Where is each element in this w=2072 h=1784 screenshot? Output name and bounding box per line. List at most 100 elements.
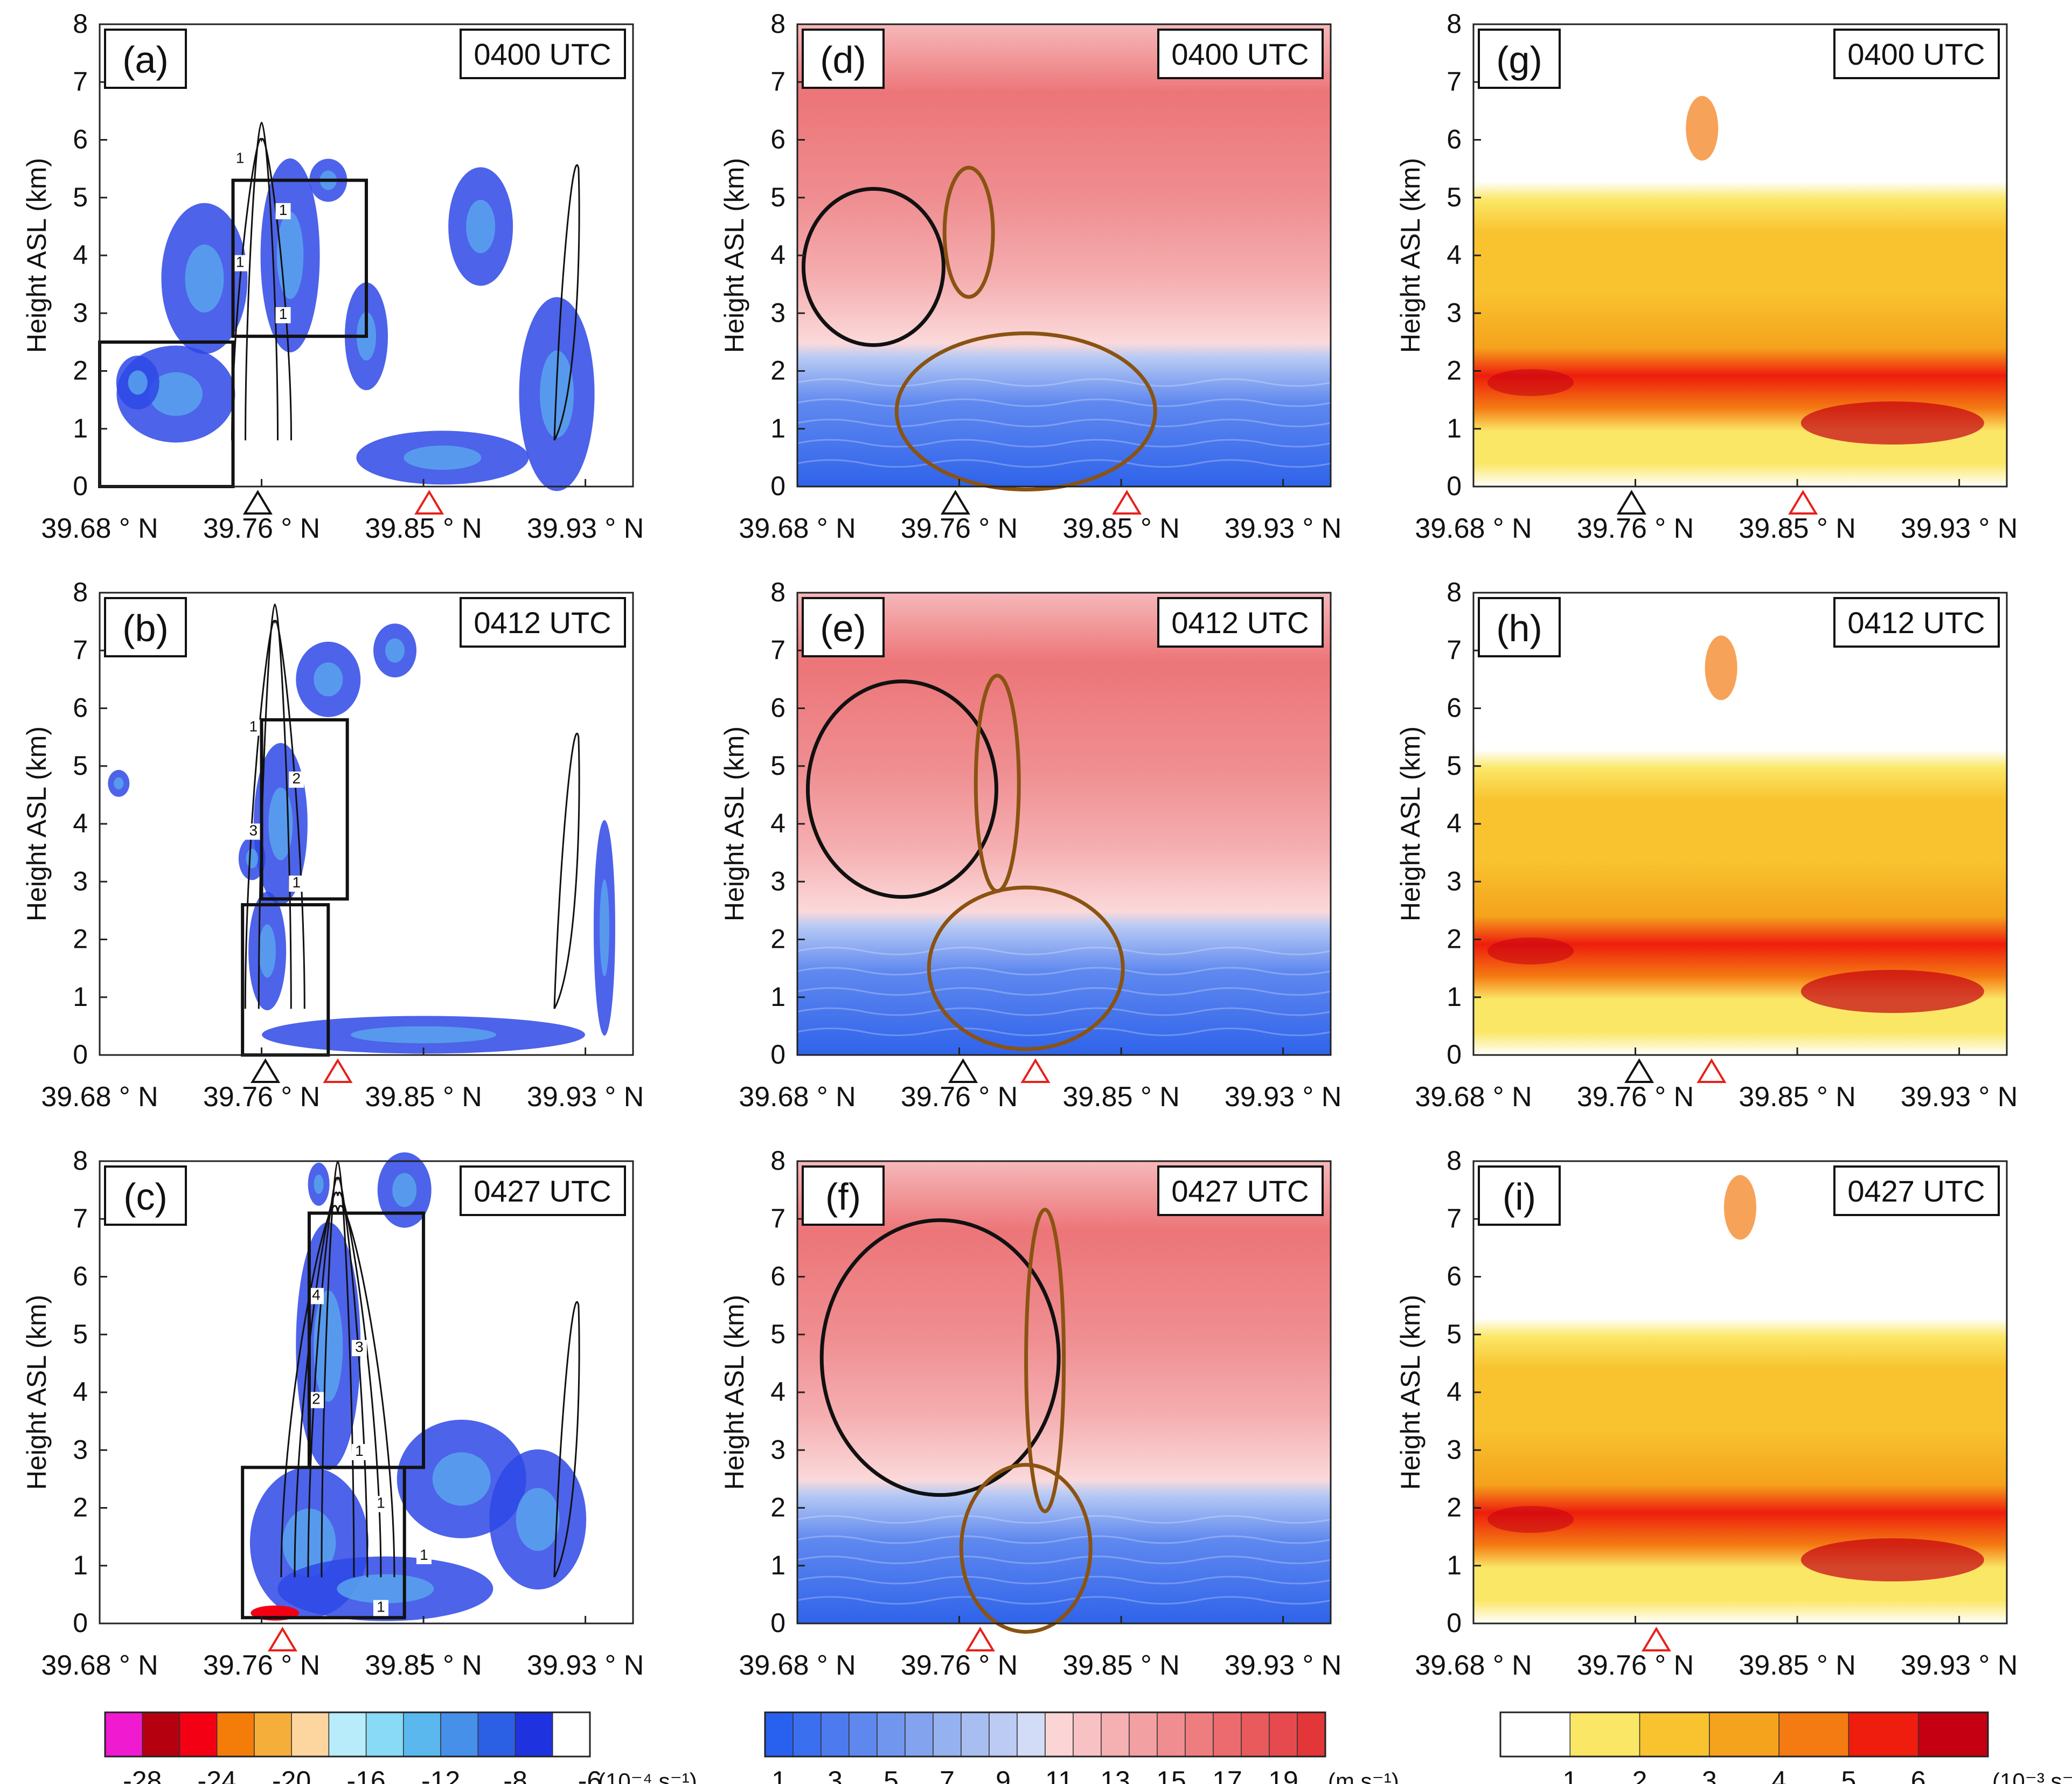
colorbar-unit: (10⁻⁴ s⁻¹)	[598, 1768, 697, 1784]
panel-f: 0 1 2 3 4 5 6 7 8 Height ASL (km) 39.68 ° N 39.76 °…	[719, 1146, 1341, 1681]
colorbar-swatch	[105, 1712, 143, 1757]
colorbar-swatch	[1500, 1712, 1571, 1757]
y-tick-label: 6	[73, 1261, 88, 1292]
panel-label-box	[1478, 29, 1561, 89]
colorbar-unit: (m s⁻¹)	[1328, 1768, 1399, 1784]
colorbar-frame	[1499, 1711, 1989, 1758]
y-axis-label: Height ASL (km)	[1395, 1295, 1426, 1490]
y-tick-label: 5	[1447, 1319, 1462, 1349]
contour-label-bg	[232, 151, 248, 168]
vorticity-core	[385, 638, 405, 663]
panel-c: 4 3 2 1 1 1 1 1 0 1 2 3 4 5 6 7 8 Height ASL (km) 39.68 ° …	[22, 1146, 644, 1681]
y-tick-label: 8	[1447, 577, 1462, 607]
location-marker-red	[267, 1627, 297, 1651]
analysis-box	[260, 718, 349, 901]
y-tick-label: 6	[770, 124, 785, 155]
contour-label: 1	[236, 253, 245, 270]
colorbar-swatch	[365, 1712, 404, 1757]
shear-max	[1487, 1505, 1574, 1533]
colorbar-swatch	[1073, 1712, 1102, 1757]
x-tick-label: 39.68 ° N	[41, 1081, 158, 1113]
contour-label: 1	[355, 1442, 364, 1459]
panel-label-box	[802, 29, 885, 89]
y-tick-label: 4	[1447, 240, 1462, 270]
contour-label: 2	[292, 770, 301, 787]
panel-e: 0 1 2 3 4 5 6 7 8 Height ASL (km) 39.68 ° N 39.76 °…	[719, 577, 1341, 1113]
colorbar-tick-label: 19	[1268, 1766, 1298, 1784]
panel-label: (g)	[1496, 39, 1542, 81]
colorbar-swatch	[291, 1712, 330, 1757]
panel-i: 0 1 2 3 4 5 6 7 8 Height ASL (km) 39.68 ° N 39.76 °…	[1395, 1146, 2018, 1681]
colorbar-swatch	[821, 1712, 850, 1757]
colorbar-tick-label: 13	[1100, 1766, 1130, 1784]
x-tick-label: 39.93 ° N	[1901, 1081, 2018, 1113]
y-tick-label: 0	[770, 1608, 785, 1638]
colorbar-tick-label: 17	[1212, 1766, 1242, 1784]
panel-a: 1 1 1 1 0 1 2 3 4 5 6 7 8 Height ASL (km) 39.68 ° N 39.…	[22, 9, 644, 544]
time-label: 0400 UTC	[1171, 37, 1309, 71]
colorbar-tick-label: -8	[503, 1766, 527, 1784]
colorbar-swatch	[1297, 1712, 1326, 1757]
y-tick-label: 3	[1447, 297, 1462, 328]
y-tick-label: 6	[1447, 1261, 1462, 1292]
y-tick-label: 3	[1447, 1434, 1462, 1464]
contour-label-bg	[275, 203, 291, 219]
y-tick-label: 6	[73, 124, 88, 155]
y-tick-label: 4	[73, 240, 88, 270]
x-tick-label: 39.93 ° N	[527, 1650, 644, 1681]
wind-isotach	[797, 459, 1331, 468]
y-tick-label: 0	[73, 471, 88, 501]
x-tick-label: 39.68 ° N	[1415, 1081, 1532, 1113]
y-tick-label: 2	[770, 356, 785, 386]
plot-area	[797, 593, 1331, 1055]
y-tick-label: 1	[1447, 982, 1462, 1012]
y-tick-label: 8	[770, 1146, 785, 1176]
y-tick-label: 1	[73, 982, 88, 1012]
colorbar-swatch	[1101, 1712, 1130, 1757]
colorbar-tick-label: 1	[1562, 1766, 1577, 1784]
y-tick-label: 1	[1447, 1550, 1462, 1580]
vorticity-core	[404, 445, 482, 470]
y-tick-label: 8	[73, 1146, 88, 1176]
wind-isotach	[797, 1575, 1331, 1585]
y-tick-label: 6	[73, 693, 88, 723]
colorbar-tick-label: 4	[1771, 1766, 1786, 1784]
colorbar-swatch	[477, 1712, 516, 1757]
colorbar-swatch	[1129, 1712, 1158, 1757]
shear-aloft	[1724, 1175, 1756, 1240]
colorbar-swatch	[552, 1712, 590, 1757]
contour-label: 1	[279, 202, 288, 218]
y-tick-label: 4	[770, 808, 785, 838]
x-tick-label: 39.68 ° N	[739, 513, 856, 544]
panel-label-box	[802, 597, 885, 657]
vorticity-core	[314, 1174, 324, 1194]
y-tick-label: 3	[770, 297, 785, 328]
panel-label: (b)	[122, 607, 169, 649]
colorbar-tick-label: 15	[1156, 1766, 1186, 1784]
x-tick-label: 39.93 ° N	[1901, 513, 2018, 544]
panel-d: 0 1 2 3 4 5 6 7 8 Height ASL (km) 39.68 ° N 39.76 °…	[719, 9, 1341, 544]
y-tick-label: 8	[73, 577, 88, 607]
wind-isotach	[797, 439, 1331, 448]
x-tick-label: 39.93 ° N	[1225, 513, 1341, 544]
x-tick-label: 39.93 ° N	[1225, 1081, 1341, 1113]
y-tick-label: 4	[1447, 808, 1462, 838]
panel-label: (h)	[1496, 607, 1542, 649]
colorbar-tick-label: 3	[828, 1766, 843, 1784]
location-marker-red	[1020, 1058, 1051, 1083]
x-tick-label: 39.68 ° N	[41, 1650, 158, 1681]
y-tick-label: 4	[73, 1377, 88, 1407]
colorbar-swatch	[933, 1712, 962, 1757]
colorbar-tick-label: 2	[1632, 1766, 1647, 1784]
vorticity-core	[516, 1488, 560, 1551]
analysis-box	[241, 1466, 406, 1620]
highlight-ellipse	[894, 331, 1157, 492]
contour-label-bg	[373, 1496, 388, 1512]
vorticity-core	[259, 924, 276, 978]
analysis-box	[231, 178, 368, 338]
x-tick-label: 39.76 ° N	[203, 1081, 320, 1113]
y-tick-label: 3	[1447, 866, 1462, 896]
y-tick-label: 0	[770, 1039, 785, 1070]
time-label: 0412 UTC	[1847, 606, 1985, 640]
